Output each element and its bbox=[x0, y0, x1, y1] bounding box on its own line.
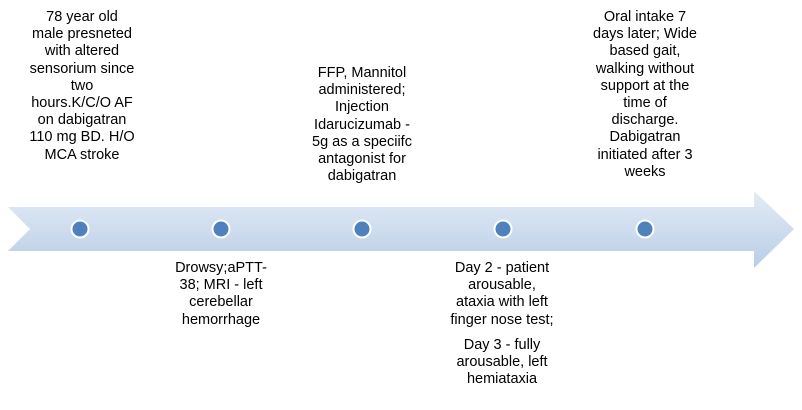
event-1-line: on dabigatran bbox=[37, 112, 127, 129]
event-1-line: 78 year old bbox=[46, 9, 118, 25]
event-4-line: arousable, left bbox=[456, 354, 548, 371]
event-3-description: FFP, Mannitol administered; Injection Id… bbox=[288, 65, 436, 185]
timeline-arrow bbox=[8, 191, 794, 268]
event-3-line: antagonist for bbox=[318, 151, 406, 168]
event-4-marker bbox=[493, 219, 513, 239]
event-3-line: FFP, Mannitol bbox=[317, 65, 407, 81]
event-5-marker bbox=[635, 219, 655, 239]
event-4-line: ataxia with left bbox=[456, 294, 548, 311]
event-5-line: based gait, bbox=[609, 43, 681, 60]
event-5-line: support at the bbox=[600, 77, 690, 94]
event-1-description: 78 year old male presneted with altered … bbox=[8, 9, 156, 164]
event-1-line: MCA stroke bbox=[44, 146, 120, 163]
event-3-line: dabigatran bbox=[327, 168, 397, 185]
event-1-line: male presneted bbox=[32, 26, 132, 43]
event-3-line: administered; bbox=[318, 82, 406, 99]
event-4-line: Day 2 - patient bbox=[454, 260, 550, 276]
event-1-marker bbox=[70, 219, 90, 239]
event-1-line: with altered bbox=[44, 43, 120, 60]
event-3-line: Injection bbox=[334, 99, 389, 116]
event-4-line: arousable, bbox=[468, 277, 536, 294]
event-3-line: Idarucizumab - bbox=[314, 116, 410, 133]
event-2-line: Drowsy;aPTT- bbox=[175, 260, 267, 276]
event-1-line: hours.K/C/O AF bbox=[31, 95, 133, 112]
event-2-description: Drowsy;aPTT- 38; MRI - left cerebellar h… bbox=[147, 260, 295, 329]
event-4-description: Day 2 - patient arousable, ataxia with l… bbox=[428, 260, 576, 388]
event-2-line: hemorrhage bbox=[181, 311, 261, 328]
event-3-marker bbox=[352, 219, 372, 239]
event-3-line: 5g as a speciifc bbox=[312, 133, 412, 150]
event-2-line: cerebellar bbox=[189, 294, 253, 311]
event-5-line: time of bbox=[623, 95, 667, 112]
event-5-line: days later; Wide bbox=[593, 26, 697, 43]
event-1-line: 110 mg BD. H/O bbox=[29, 129, 135, 146]
event-5-line: discharge. bbox=[611, 112, 679, 129]
event-4-line: finger nose test; bbox=[450, 311, 554, 328]
event-2-line: 38; MRI - left bbox=[179, 277, 263, 294]
event-5-line: walking without bbox=[595, 60, 695, 77]
event-1-line: sensorium since bbox=[29, 60, 135, 77]
event-5-line: weeks bbox=[624, 163, 666, 180]
event-2-marker bbox=[211, 219, 231, 239]
event-5-line: Dabigatran bbox=[609, 129, 681, 146]
event-4-line: Day 3 - fully bbox=[463, 336, 541, 353]
event-1-line: two bbox=[70, 77, 94, 94]
event-5-line: Oral intake 7 bbox=[603, 9, 687, 25]
event-5-description: Oral intake 7 days later; Wide based gai… bbox=[571, 9, 719, 181]
event-4-line: hemiataxia bbox=[466, 371, 538, 388]
event-5-line: initiated after 3 bbox=[597, 146, 693, 163]
